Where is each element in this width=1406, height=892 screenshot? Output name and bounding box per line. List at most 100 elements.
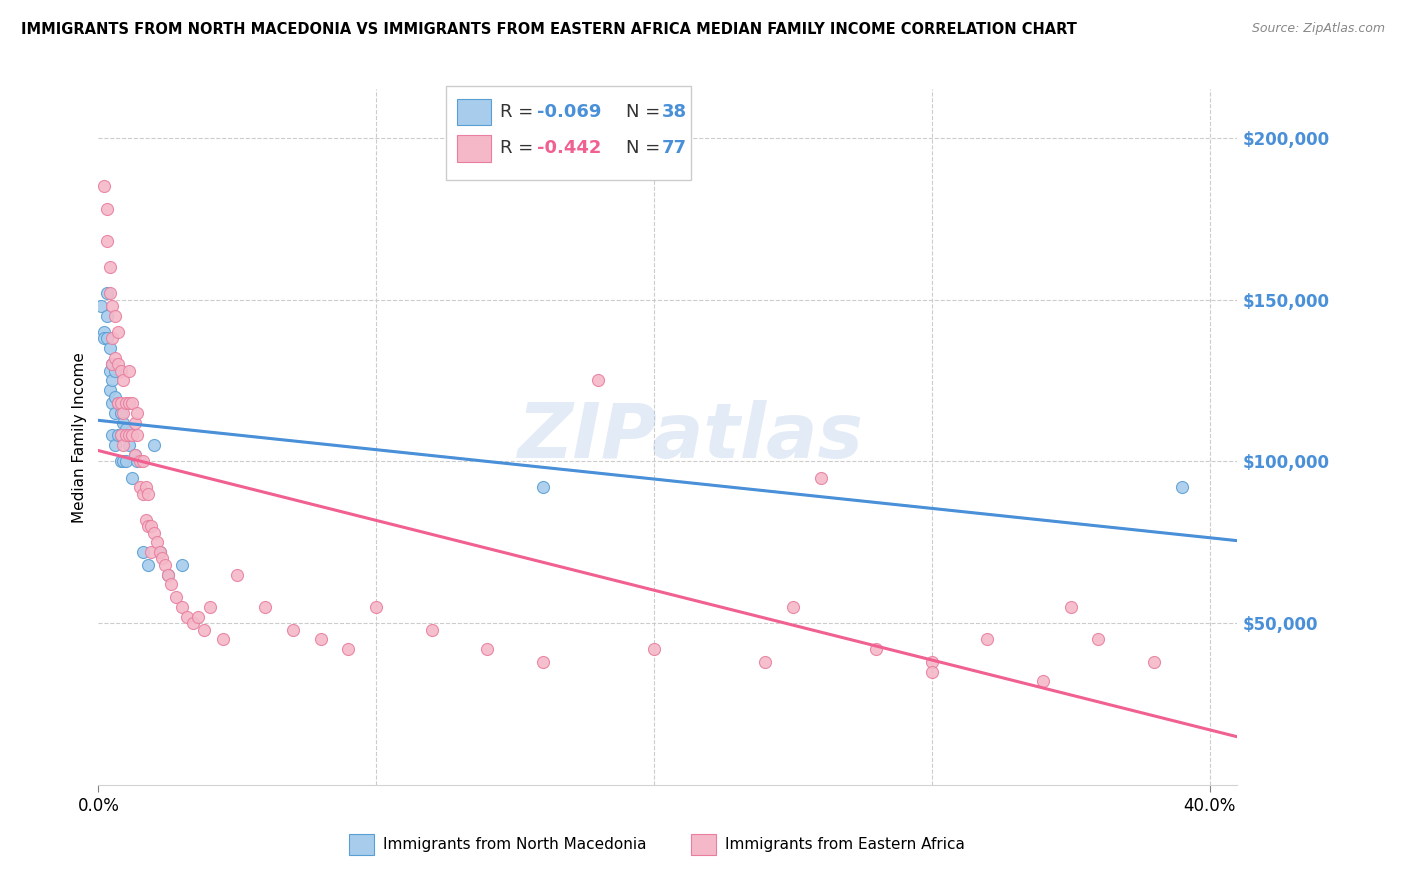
Point bbox=[921, 655, 943, 669]
Point bbox=[98, 260, 121, 275]
Point bbox=[115, 454, 138, 468]
Point bbox=[93, 325, 115, 339]
Point bbox=[865, 642, 887, 657]
Point bbox=[1170, 480, 1192, 494]
Text: Immigrants from North Macedonia: Immigrants from North Macedonia bbox=[382, 837, 647, 852]
Point bbox=[132, 486, 155, 500]
Point bbox=[921, 665, 943, 679]
Point bbox=[531, 480, 554, 494]
Point bbox=[110, 364, 132, 378]
Point bbox=[101, 357, 124, 371]
Point bbox=[96, 309, 118, 323]
Point bbox=[93, 331, 115, 345]
Point bbox=[138, 519, 160, 533]
Point bbox=[107, 396, 129, 410]
Point bbox=[148, 545, 170, 559]
Point bbox=[90, 299, 112, 313]
Point bbox=[477, 642, 499, 657]
Point bbox=[226, 567, 249, 582]
Point bbox=[96, 235, 118, 249]
Point bbox=[198, 599, 221, 614]
Text: N =: N = bbox=[626, 103, 665, 121]
Point bbox=[110, 428, 132, 442]
Point bbox=[110, 454, 132, 468]
Point bbox=[135, 513, 157, 527]
Point bbox=[96, 331, 118, 345]
Point bbox=[118, 364, 141, 378]
Point bbox=[1032, 674, 1054, 689]
Point bbox=[132, 545, 155, 559]
Point bbox=[148, 545, 170, 559]
Point bbox=[101, 357, 124, 371]
Text: -0.069: -0.069 bbox=[537, 103, 602, 121]
Point bbox=[115, 422, 138, 436]
Point bbox=[150, 551, 173, 566]
Point bbox=[104, 351, 127, 365]
Point bbox=[754, 655, 776, 669]
Point bbox=[138, 486, 160, 500]
Point bbox=[112, 416, 135, 430]
Point bbox=[141, 545, 163, 559]
Point bbox=[107, 428, 129, 442]
Point bbox=[156, 567, 179, 582]
Point bbox=[170, 599, 193, 614]
Point bbox=[193, 623, 215, 637]
Point bbox=[96, 286, 118, 301]
Point bbox=[112, 406, 135, 420]
Point bbox=[110, 406, 132, 420]
Point bbox=[112, 374, 135, 388]
Point bbox=[156, 567, 179, 582]
Point bbox=[101, 374, 124, 388]
Point bbox=[118, 396, 141, 410]
Text: 38: 38 bbox=[662, 103, 688, 121]
Point bbox=[118, 428, 141, 442]
Text: Source: ZipAtlas.com: Source: ZipAtlas.com bbox=[1251, 22, 1385, 36]
Point bbox=[107, 357, 129, 371]
Point bbox=[1059, 599, 1081, 614]
Point bbox=[101, 428, 124, 442]
Point bbox=[254, 599, 277, 614]
Point bbox=[118, 438, 141, 452]
Point bbox=[101, 299, 124, 313]
Point bbox=[145, 535, 167, 549]
Bar bbox=[349, 834, 374, 855]
Bar bbox=[457, 135, 491, 161]
Point bbox=[115, 396, 138, 410]
Point bbox=[104, 309, 127, 323]
Point bbox=[98, 286, 121, 301]
Point bbox=[127, 428, 149, 442]
Point bbox=[143, 525, 166, 540]
Point bbox=[366, 599, 388, 614]
Point bbox=[98, 341, 121, 355]
Bar bbox=[690, 834, 716, 855]
Point bbox=[110, 428, 132, 442]
Point bbox=[101, 331, 124, 345]
Text: 77: 77 bbox=[662, 139, 688, 157]
Point bbox=[129, 454, 152, 468]
Point bbox=[124, 448, 146, 462]
Point bbox=[143, 438, 166, 452]
Point bbox=[181, 616, 204, 631]
Point bbox=[420, 623, 443, 637]
Point bbox=[107, 396, 129, 410]
Point bbox=[643, 642, 665, 657]
Point bbox=[104, 438, 127, 452]
Text: N =: N = bbox=[626, 139, 665, 157]
Text: ZIPatlas: ZIPatlas bbox=[517, 401, 863, 474]
Point bbox=[309, 632, 332, 647]
Point bbox=[976, 632, 998, 647]
Y-axis label: Median Family Income: Median Family Income bbox=[72, 351, 87, 523]
Point bbox=[127, 406, 149, 420]
Point bbox=[176, 609, 198, 624]
Point bbox=[121, 470, 143, 484]
Point bbox=[107, 325, 129, 339]
Point bbox=[531, 655, 554, 669]
Point bbox=[135, 480, 157, 494]
Point bbox=[153, 558, 176, 572]
Point bbox=[104, 364, 127, 378]
Point bbox=[96, 202, 118, 216]
Point bbox=[101, 396, 124, 410]
Point bbox=[124, 416, 146, 430]
Point bbox=[121, 396, 143, 410]
Point bbox=[98, 364, 121, 378]
